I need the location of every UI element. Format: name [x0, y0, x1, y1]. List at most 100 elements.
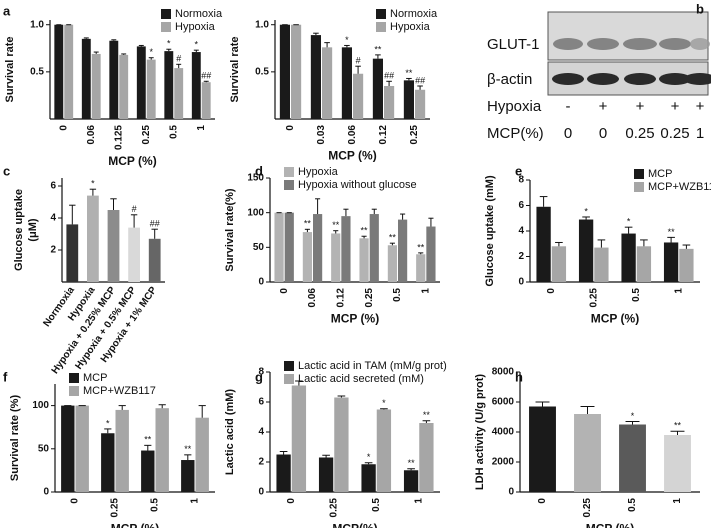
bar: [334, 397, 349, 492]
bar: [155, 408, 169, 492]
x-tick-label: 0: [285, 125, 296, 131]
blot-condition-value: 0.25: [625, 125, 654, 142]
x-tick-label: 0: [58, 125, 69, 131]
x-tick-label: 0: [537, 498, 548, 504]
significance-mark: *: [106, 418, 110, 428]
legend-swatch: [161, 9, 171, 19]
y-tick-label: 0: [258, 487, 264, 498]
significance-mark: **: [408, 458, 416, 468]
significance-mark: *: [195, 40, 199, 50]
bar: [164, 51, 174, 119]
blot-condition-value: +: [599, 98, 608, 115]
significance-mark: **: [417, 242, 425, 252]
y-tick-label: 150: [247, 173, 264, 184]
x-tick-label: 0.06: [86, 125, 97, 145]
bar: [128, 227, 140, 282]
y-tick-label: 8: [258, 367, 264, 378]
panel-label: a: [3, 3, 11, 18]
blot-condition-label: MCP(%): [487, 125, 544, 142]
x-tick-label: 0: [279, 288, 290, 294]
legend-label: Normoxia: [175, 8, 223, 20]
x-axis-title: MCP(%): [332, 521, 377, 528]
bar: [621, 233, 636, 282]
x-tick-label: 0.5: [150, 498, 161, 512]
bar: [341, 47, 352, 119]
actin-band: [624, 73, 656, 85]
significance-mark: **: [674, 421, 682, 431]
bar: [54, 24, 64, 119]
glut1-band: [553, 38, 583, 50]
x-tick-label: 0.5: [371, 498, 382, 512]
panel-label: g: [255, 369, 263, 384]
y-tick-label: 2: [518, 251, 524, 262]
x-axis-title: MCP (%): [328, 148, 376, 162]
significance-mark: *: [345, 35, 349, 45]
bar: [415, 89, 426, 119]
significance-mark: *: [149, 47, 153, 57]
significance-mark: *: [627, 217, 631, 227]
y-tick-label: 2: [258, 457, 264, 468]
significance-mark: **: [405, 68, 413, 78]
y-axis-title: Lactic acid (mM): [224, 389, 236, 476]
bar: [91, 53, 101, 119]
significance-mark: ##: [201, 71, 211, 81]
significance-mark: *: [631, 411, 635, 421]
bar: [279, 24, 290, 119]
y-tick-label: 50: [253, 242, 265, 253]
bar: [376, 409, 392, 492]
bar: [416, 254, 426, 282]
blot-condition-value: +: [636, 98, 645, 115]
significance-mark: *: [382, 398, 386, 408]
actin-band: [587, 73, 619, 85]
bar: [195, 417, 209, 492]
bar: [174, 68, 184, 119]
legend-swatch: [634, 182, 644, 192]
bar: [636, 246, 652, 282]
bar: [322, 47, 333, 119]
y-axis-title: Glucose uptake (mM): [484, 175, 496, 287]
y-axis-title: Glucose uptake: [13, 189, 25, 271]
bar: [191, 52, 201, 119]
x-tick-label: 0.5: [168, 125, 179, 139]
y-axis-title: Survival rate(%): [224, 188, 236, 271]
bar: [403, 470, 419, 492]
bar: [372, 58, 383, 119]
x-tick-label: 0.5: [627, 498, 638, 512]
y-tick-label: 4: [518, 226, 524, 237]
bar: [594, 247, 609, 282]
significance-mark: ##: [150, 219, 160, 229]
legend-swatch: [161, 22, 171, 32]
glut1-band: [690, 38, 710, 50]
blot-condition-value: -: [566, 98, 571, 115]
x-tick-label: 0.12: [335, 288, 346, 308]
legend-label: Hypoxia: [390, 21, 431, 33]
x-tick-label: Normoxia: [41, 285, 77, 329]
x-tick-label: 0.03: [316, 125, 327, 145]
panel-label: c: [3, 163, 10, 178]
legend-label: MCP+WZB117: [648, 181, 711, 193]
y-axis-title: LDH activity (U/g prot): [474, 374, 486, 490]
x-tick-label: 0.5: [392, 288, 403, 302]
y-tick-label: 100: [247, 207, 264, 218]
bar: [107, 210, 120, 282]
bar: [536, 206, 551, 282]
bar: [119, 54, 129, 120]
legend-label: Lactic acid secreted (mM): [298, 373, 424, 385]
bar: [146, 59, 156, 119]
panel-label: e: [515, 163, 522, 178]
significance-mark: #: [176, 54, 181, 64]
panel-label: d: [255, 163, 263, 178]
bar: [529, 406, 556, 492]
bar: [419, 423, 434, 492]
legend-label: Hypoxia: [175, 21, 216, 33]
bar: [148, 238, 161, 282]
bar: [115, 409, 129, 492]
x-tick-label: 0.25: [582, 498, 593, 518]
significance-mark: *: [367, 452, 371, 462]
x-tick-label: 1: [413, 498, 424, 504]
bar: [369, 214, 379, 282]
significance-mark: **: [304, 219, 312, 229]
x-tick-label: 0.06: [347, 125, 358, 145]
